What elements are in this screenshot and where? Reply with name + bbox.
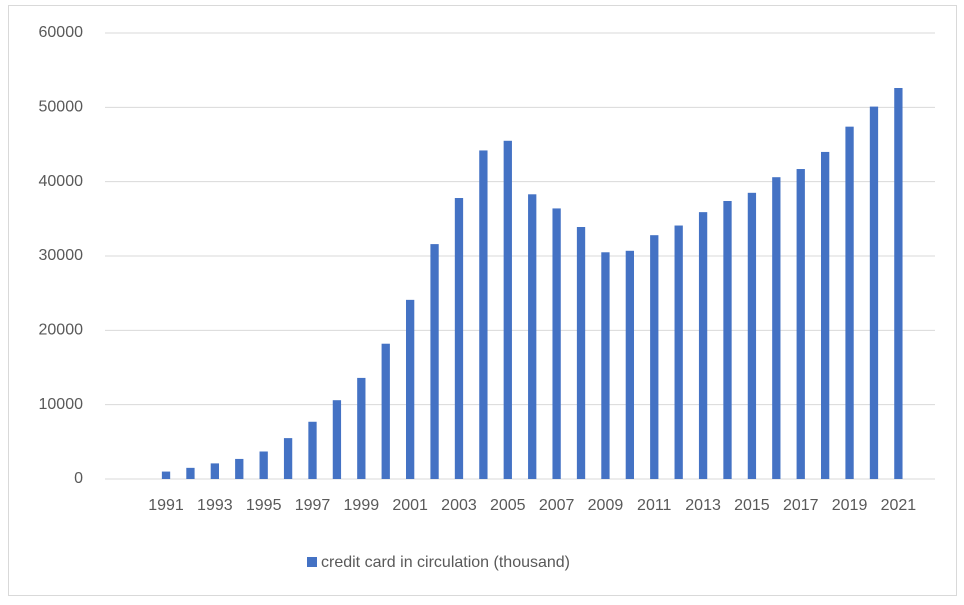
x-tick-label: 1997 (295, 497, 331, 514)
legend-swatch (307, 557, 317, 567)
legend-label: credit card in circulation (thousand) (321, 554, 570, 571)
bar (405, 299, 415, 479)
bar (503, 140, 512, 480)
bar (601, 252, 610, 479)
bar (674, 225, 683, 479)
x-tick-label: 2007 (539, 497, 575, 514)
x-tick-label: 2009 (588, 497, 624, 514)
bar (381, 343, 390, 479)
bar (161, 471, 171, 479)
bar (235, 458, 244, 479)
bar (820, 151, 830, 479)
x-tick-label: 2015 (734, 497, 770, 514)
bar (796, 169, 805, 479)
bar (845, 126, 854, 479)
bar (528, 194, 537, 479)
bar (479, 150, 488, 480)
bar (747, 192, 757, 480)
y-tick-label: 10000 (39, 396, 84, 413)
bar (357, 377, 366, 479)
y-tick-label: 50000 (39, 99, 84, 116)
bar (576, 227, 586, 479)
x-tick-label: 2003 (441, 497, 477, 514)
bar (454, 198, 464, 479)
y-tick-label: 40000 (39, 173, 84, 190)
x-tick-label: 2017 (783, 497, 819, 514)
bar (210, 463, 220, 479)
bar (283, 438, 293, 479)
x-tick-label: 2001 (392, 497, 428, 514)
x-tick-label: 1991 (148, 497, 184, 514)
bar (698, 212, 708, 480)
y-tick-label: 20000 (39, 322, 84, 339)
y-tick-label: 30000 (39, 247, 84, 264)
y-tick-label: 0 (74, 470, 83, 487)
x-tick-label: 2021 (881, 497, 917, 514)
x-tick-label: 2011 (637, 497, 672, 514)
bar (332, 400, 342, 479)
bar (772, 177, 781, 479)
bar (723, 200, 732, 479)
x-tick-label: 1995 (246, 497, 282, 514)
x-tick-label: 1993 (197, 497, 233, 514)
bar (894, 88, 903, 480)
bar (869, 106, 879, 479)
x-tick-label: 1999 (344, 497, 380, 514)
bar (552, 208, 561, 479)
bar (650, 235, 659, 479)
bar (430, 244, 439, 479)
x-tick-label: 2019 (832, 497, 868, 514)
bar (259, 451, 268, 479)
bar (308, 421, 317, 479)
x-tick-label: 2013 (685, 497, 721, 514)
bar (625, 250, 635, 479)
y-tick-label: 60000 (39, 24, 84, 41)
x-tick-label: 2005 (490, 497, 526, 514)
bar (186, 467, 195, 479)
